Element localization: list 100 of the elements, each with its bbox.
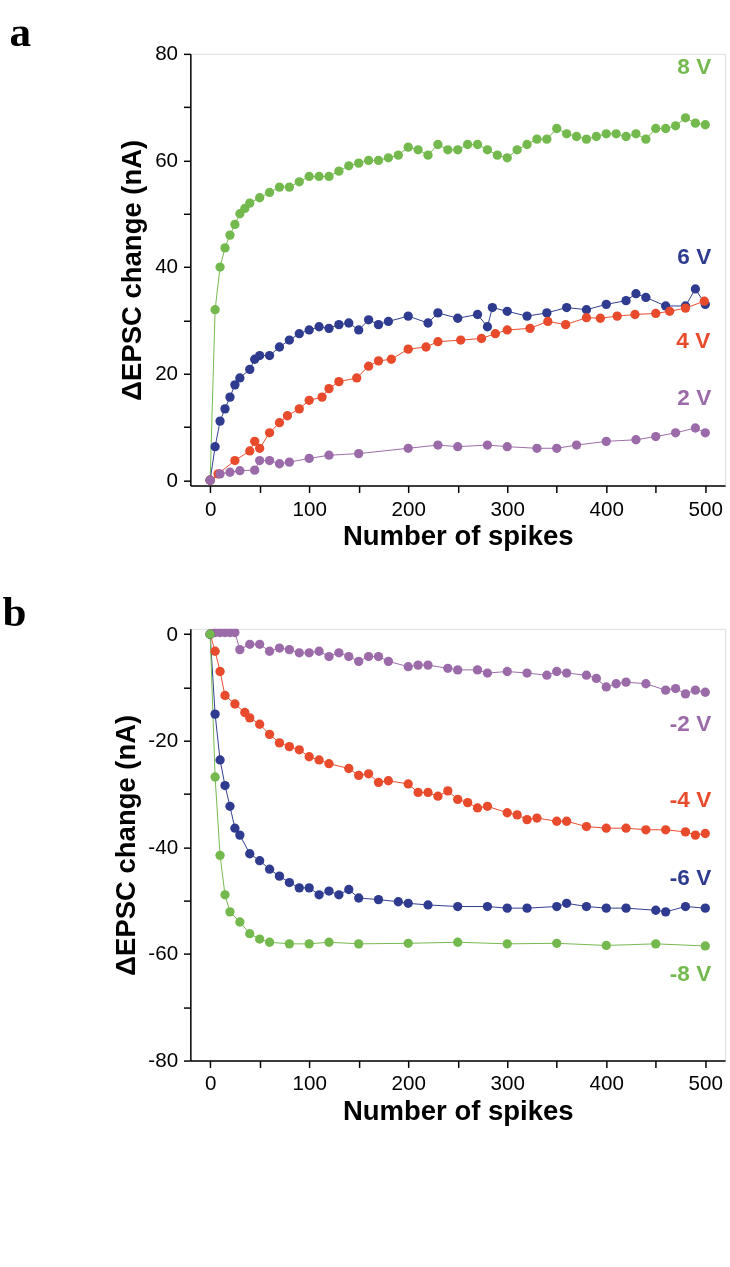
point bbox=[344, 161, 354, 171]
point bbox=[525, 323, 535, 333]
point bbox=[230, 380, 240, 390]
point bbox=[552, 938, 562, 948]
point bbox=[453, 665, 463, 675]
point bbox=[423, 787, 433, 798]
point bbox=[690, 284, 701, 294]
point bbox=[502, 903, 512, 913]
point bbox=[664, 306, 675, 316]
point bbox=[324, 323, 334, 333]
y-tick-label: -60 bbox=[148, 941, 179, 965]
point bbox=[230, 699, 240, 709]
point bbox=[651, 431, 661, 442]
point bbox=[581, 305, 592, 315]
point bbox=[383, 656, 394, 666]
point bbox=[210, 772, 220, 782]
point bbox=[490, 329, 501, 339]
point bbox=[522, 311, 532, 321]
point bbox=[334, 319, 344, 330]
point bbox=[601, 436, 611, 446]
point bbox=[284, 741, 295, 752]
point bbox=[220, 890, 230, 900]
point bbox=[363, 769, 374, 779]
point bbox=[245, 849, 255, 859]
point bbox=[294, 329, 304, 339]
y-tick-label: 0 bbox=[166, 467, 179, 491]
point bbox=[294, 177, 304, 187]
point bbox=[294, 883, 304, 893]
point bbox=[264, 428, 275, 438]
point bbox=[487, 302, 498, 313]
point bbox=[502, 153, 512, 163]
series-label: -8 V bbox=[669, 961, 712, 987]
point bbox=[334, 377, 344, 387]
point bbox=[453, 313, 463, 323]
point bbox=[334, 890, 344, 900]
series-label: -6 V bbox=[669, 864, 712, 890]
point bbox=[403, 662, 413, 672]
point bbox=[354, 656, 364, 666]
point bbox=[482, 322, 493, 332]
point bbox=[433, 139, 443, 150]
point bbox=[581, 670, 592, 680]
point bbox=[443, 663, 453, 673]
point bbox=[294, 745, 304, 755]
point bbox=[324, 171, 334, 182]
point bbox=[220, 243, 230, 253]
y-axis-title: ΔEPSC change (nA) bbox=[116, 139, 148, 401]
point bbox=[532, 134, 542, 144]
point bbox=[235, 917, 245, 927]
point bbox=[661, 123, 671, 134]
point bbox=[562, 668, 572, 678]
point bbox=[581, 821, 592, 832]
point bbox=[314, 322, 324, 332]
point bbox=[373, 319, 384, 330]
point bbox=[363, 651, 374, 662]
point bbox=[354, 158, 364, 168]
point bbox=[611, 679, 621, 689]
point bbox=[403, 344, 413, 354]
point bbox=[373, 777, 384, 787]
x-tick-label: 300 bbox=[490, 1071, 525, 1095]
point bbox=[472, 309, 483, 320]
point bbox=[284, 939, 295, 949]
point bbox=[456, 335, 466, 345]
point bbox=[274, 182, 285, 192]
point bbox=[413, 660, 423, 670]
point bbox=[502, 306, 512, 316]
point bbox=[317, 392, 327, 402]
point bbox=[651, 308, 661, 319]
point bbox=[344, 318, 354, 328]
point bbox=[255, 350, 265, 361]
point bbox=[482, 901, 493, 912]
point bbox=[210, 305, 220, 315]
point bbox=[611, 129, 621, 139]
point bbox=[562, 898, 572, 908]
point bbox=[215, 666, 225, 677]
point bbox=[641, 134, 651, 144]
series-label: -2 V bbox=[669, 710, 712, 736]
point bbox=[220, 690, 230, 701]
point bbox=[324, 886, 334, 896]
point bbox=[621, 131, 631, 142]
point bbox=[571, 131, 582, 142]
series-label: 6 V bbox=[677, 244, 712, 270]
point bbox=[453, 442, 463, 452]
point bbox=[661, 685, 671, 695]
point bbox=[651, 123, 661, 134]
point bbox=[482, 801, 493, 811]
point bbox=[680, 689, 691, 699]
point bbox=[690, 830, 701, 840]
point bbox=[403, 142, 413, 152]
point bbox=[215, 262, 225, 272]
point bbox=[690, 423, 701, 433]
point bbox=[433, 308, 443, 318]
point bbox=[403, 938, 413, 948]
point bbox=[453, 794, 463, 805]
point bbox=[502, 442, 512, 452]
point bbox=[661, 825, 671, 835]
point bbox=[344, 763, 354, 774]
point bbox=[324, 383, 334, 394]
point bbox=[255, 856, 265, 866]
point bbox=[284, 457, 295, 467]
point bbox=[255, 934, 265, 944]
